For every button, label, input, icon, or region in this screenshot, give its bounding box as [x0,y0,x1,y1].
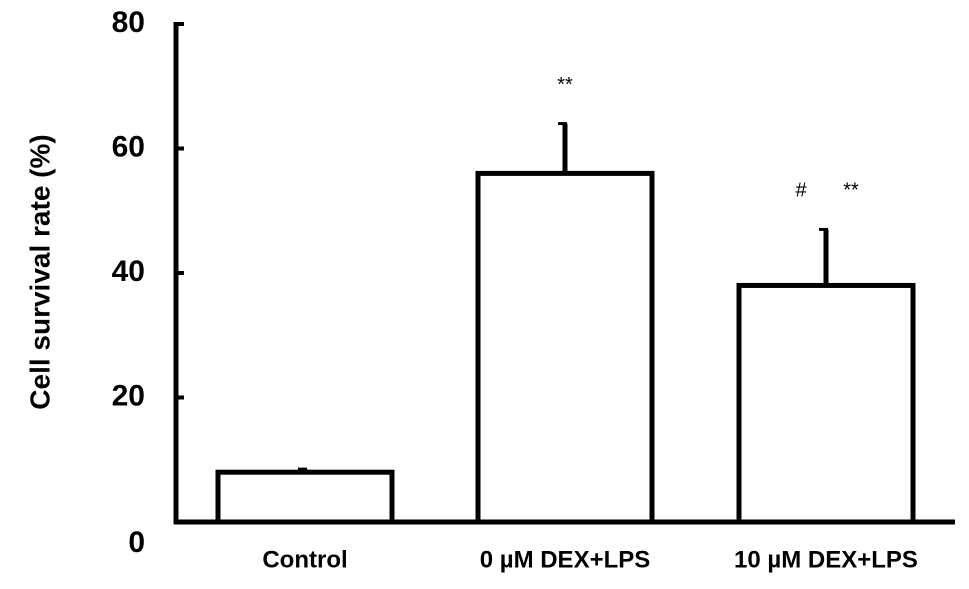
y-tick-label: 60 [112,130,145,163]
y-tick-label: 80 [112,6,145,39]
y-axis-title: Cell survival rate (%) [24,134,55,409]
annotation: ** [557,74,573,96]
y-tick-label: 20 [112,379,145,412]
y-tick-label: 40 [112,255,145,288]
bar [736,282,916,525]
bar [215,469,395,525]
x-tick-label: 10 µM DEX+LPS [734,546,918,573]
annotation: # [795,180,807,202]
y-tick-label: 0 [128,526,145,559]
annotation: ** [843,180,859,202]
bar [475,170,655,525]
x-tick-label: Control [262,546,347,573]
x-tick-label: 0 µM DEX+LPS [480,546,651,573]
